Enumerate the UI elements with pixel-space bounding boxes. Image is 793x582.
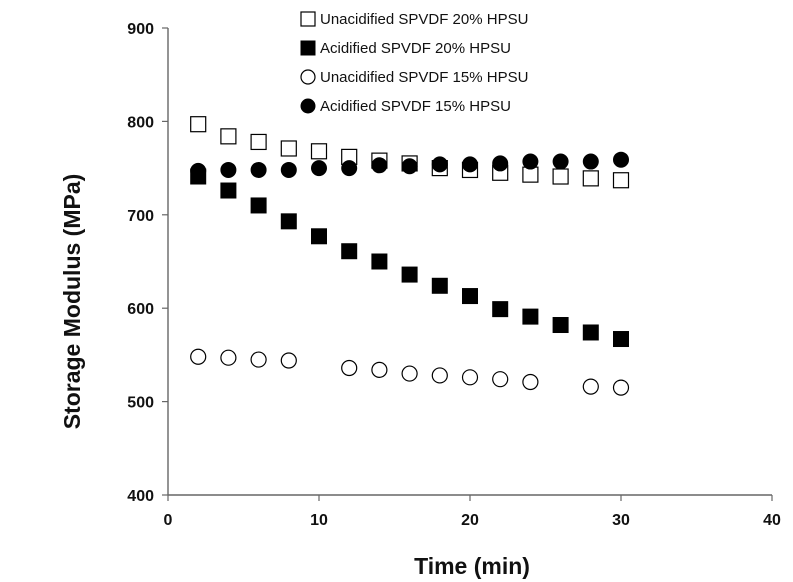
data-point bbox=[341, 243, 358, 260]
data-point bbox=[431, 367, 448, 384]
data-point bbox=[462, 156, 478, 173]
data-point bbox=[311, 228, 327, 245]
legend-marker bbox=[300, 40, 316, 56]
series-2 bbox=[190, 168, 629, 348]
data-point bbox=[250, 197, 267, 214]
data-point bbox=[612, 379, 630, 396]
y-tick-label: 400 bbox=[127, 488, 154, 505]
plot-area bbox=[168, 28, 772, 495]
data-point bbox=[311, 160, 327, 177]
data-point bbox=[250, 133, 267, 151]
legend-label: Acidified SPVDF 20% HPSU bbox=[320, 40, 511, 57]
plot-background bbox=[168, 28, 772, 495]
data-point bbox=[522, 373, 539, 391]
legend-marker bbox=[300, 11, 316, 27]
legend-item: Acidified SPVDF 20% HPSU bbox=[300, 40, 511, 57]
data-point bbox=[190, 348, 207, 365]
x-axis-title: Time (min) bbox=[414, 553, 530, 579]
data-point bbox=[310, 143, 328, 160]
data-point bbox=[612, 172, 630, 189]
series-4 bbox=[190, 151, 629, 179]
data-point bbox=[522, 308, 539, 325]
data-point bbox=[371, 157, 388, 174]
data-point bbox=[280, 161, 297, 178]
data-point bbox=[371, 361, 388, 378]
data-point bbox=[220, 128, 237, 145]
data-point bbox=[492, 155, 509, 172]
series-layer bbox=[190, 116, 630, 396]
legend-item: Acidified SPVDF 15% HPSU bbox=[300, 98, 511, 115]
data-point bbox=[431, 156, 448, 173]
x-tick-label: 30 bbox=[612, 512, 630, 529]
y-tick-label: 700 bbox=[127, 208, 154, 225]
legend-label: Unacidified SPVDF 20% HPSU bbox=[320, 11, 528, 28]
data-point bbox=[280, 213, 297, 230]
data-point bbox=[613, 331, 629, 348]
data-point bbox=[220, 182, 237, 199]
data-point bbox=[401, 365, 418, 382]
data-point bbox=[280, 140, 297, 157]
data-point bbox=[462, 288, 478, 305]
x-tick-label: 10 bbox=[310, 512, 328, 529]
x-tick-label: 0 bbox=[164, 512, 173, 529]
legend-item: Unacidified SPVDF 20% HPSU bbox=[300, 11, 528, 28]
data-point bbox=[371, 253, 388, 270]
y-axis-title: Storage Modulus (MPa) bbox=[59, 174, 85, 430]
legend-label: Acidified SPVDF 15% HPSU bbox=[320, 98, 511, 115]
x-tick-label: 40 bbox=[763, 512, 781, 529]
data-point bbox=[582, 170, 599, 187]
legend-label: Unacidified SPVDF 15% HPSU bbox=[320, 69, 528, 86]
legend: Unacidified SPVDF 20% HPSU Acidified SPVD… bbox=[300, 11, 528, 115]
data-point bbox=[401, 158, 418, 175]
data-point bbox=[341, 160, 358, 177]
data-point bbox=[522, 153, 539, 170]
legend-marker bbox=[300, 69, 316, 85]
data-point bbox=[582, 324, 599, 341]
data-point bbox=[250, 351, 267, 368]
data-point bbox=[461, 369, 479, 386]
legend-marker bbox=[300, 98, 316, 114]
x-tick-label: 20 bbox=[461, 512, 479, 529]
data-point bbox=[250, 161, 267, 178]
y-tick-label: 500 bbox=[127, 395, 154, 412]
data-point bbox=[431, 277, 448, 294]
data-point bbox=[492, 371, 509, 388]
y-tick-label: 600 bbox=[127, 301, 154, 318]
data-point bbox=[492, 301, 509, 318]
y-tick-label: 800 bbox=[127, 114, 154, 131]
data-point bbox=[552, 317, 569, 334]
data-point bbox=[280, 352, 297, 369]
data-point bbox=[190, 116, 207, 133]
data-point bbox=[220, 161, 237, 178]
data-point bbox=[552, 168, 569, 185]
data-point bbox=[220, 349, 237, 366]
data-point bbox=[582, 153, 599, 170]
series-3 bbox=[190, 348, 630, 396]
data-point bbox=[552, 153, 569, 170]
data-point bbox=[401, 266, 418, 283]
axes: 400 500 600 700 800 900 0 10 20 30 40 bbox=[127, 21, 781, 529]
data-point bbox=[582, 378, 599, 395]
data-point bbox=[341, 359, 358, 377]
legend-item: Unacidified SPVDF 15% HPSU bbox=[300, 69, 528, 86]
y-tick-label: 900 bbox=[127, 21, 154, 38]
data-point bbox=[613, 151, 629, 168]
data-point bbox=[190, 162, 207, 179]
